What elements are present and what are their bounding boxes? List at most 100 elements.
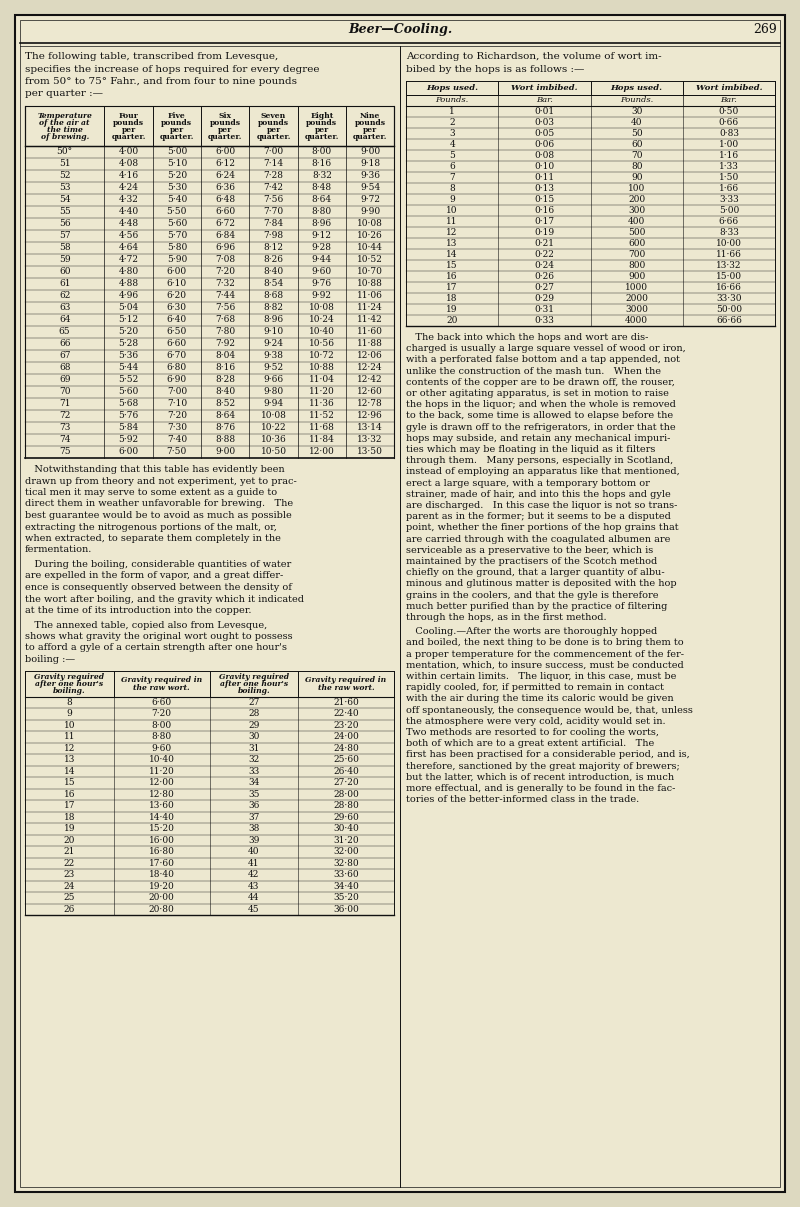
Text: 12·42: 12·42 [358, 375, 383, 385]
Text: 8·80: 8·80 [312, 208, 332, 216]
Text: extracting the nitrogenous portions of the malt, or,: extracting the nitrogenous portions of t… [25, 523, 277, 531]
Text: 16·80: 16·80 [149, 847, 174, 856]
Text: 0·05: 0·05 [534, 129, 554, 138]
Text: 12·78: 12·78 [357, 400, 383, 408]
Text: 61: 61 [59, 280, 70, 288]
Text: 7·56: 7·56 [215, 303, 235, 313]
Text: 8·16: 8·16 [312, 159, 332, 169]
Text: 50·00: 50·00 [716, 305, 742, 314]
Text: Hops used.: Hops used. [610, 84, 662, 92]
Text: quarter.: quarter. [256, 133, 290, 141]
Text: 7·00: 7·00 [166, 387, 187, 397]
Text: 12·60: 12·60 [357, 387, 383, 397]
Text: 8: 8 [450, 183, 455, 193]
Text: 59: 59 [59, 256, 70, 264]
Text: a proper temperature for the commencement of the fer-: a proper temperature for the commencemen… [406, 649, 684, 659]
Text: 11·20: 11·20 [149, 766, 174, 776]
Text: 29·60: 29·60 [333, 812, 359, 822]
Text: tories of the better-informed class in the trade.: tories of the better-informed class in t… [406, 795, 639, 804]
Text: 200: 200 [628, 196, 645, 204]
Text: 7: 7 [450, 173, 455, 182]
Text: the atmosphere were very cold, acidity would set in.: the atmosphere were very cold, acidity w… [406, 717, 666, 725]
Text: 13: 13 [446, 239, 458, 247]
Text: During the boiling, considerable quantities of water: During the boiling, considerable quantit… [25, 560, 291, 568]
Text: 8·82: 8·82 [263, 303, 283, 313]
Text: 7·20: 7·20 [151, 710, 171, 718]
Text: Five: Five [168, 112, 186, 119]
Text: 14: 14 [446, 250, 458, 260]
Text: when extracted, to separate them completely in the: when extracted, to separate them complet… [25, 533, 281, 543]
Text: 4·40: 4·40 [118, 208, 138, 216]
Text: 12·80: 12·80 [149, 789, 174, 799]
Text: 10·72: 10·72 [309, 351, 334, 361]
Text: minous and glutinous matter is deposited with the hop: minous and glutinous matter is deposited… [406, 579, 677, 588]
Text: 4·96: 4·96 [118, 292, 138, 301]
Text: Nine: Nine [360, 112, 380, 119]
Text: 10: 10 [446, 206, 458, 215]
Text: 29: 29 [248, 721, 259, 730]
Text: 11·66: 11·66 [716, 250, 742, 260]
Text: rapidly cooled, for, if permitted to remain in contact: rapidly cooled, for, if permitted to rem… [406, 683, 664, 692]
Text: through them.   Many persons, especially in Scotland,: through them. Many persons, especially i… [406, 456, 674, 465]
Text: and boiled, the next thing to be done is to bring them to: and boiled, the next thing to be done is… [406, 639, 684, 647]
Text: or other agitating apparatus, is set in motion to raise: or other agitating apparatus, is set in … [406, 389, 669, 398]
Text: 7·10: 7·10 [166, 400, 187, 408]
Text: 800: 800 [628, 261, 646, 270]
Text: 9·10: 9·10 [263, 327, 283, 337]
Text: 8·68: 8·68 [263, 292, 283, 301]
Text: 3·33: 3·33 [719, 196, 738, 204]
Text: both of which are to a great extent artificial.   The: both of which are to a great extent arti… [406, 739, 654, 748]
Text: the raw wort.: the raw wort. [318, 683, 374, 692]
Text: 8·48: 8·48 [312, 183, 332, 192]
Text: 5·76: 5·76 [118, 412, 138, 420]
Text: 21·60: 21·60 [333, 698, 359, 707]
Text: 6·10: 6·10 [166, 280, 187, 288]
Text: 27·20: 27·20 [334, 779, 359, 787]
Text: with a perforated false bottom and a tap appended, not: with a perforated false bottom and a tap… [406, 355, 680, 365]
Text: 9·52: 9·52 [263, 363, 283, 373]
Text: per: per [266, 126, 281, 134]
Text: 7·20: 7·20 [215, 268, 235, 276]
Text: 52: 52 [59, 171, 70, 181]
Text: hops may subside, and retain any mechanical impuri-: hops may subside, and retain any mechani… [406, 433, 670, 443]
Text: 25·60: 25·60 [333, 756, 359, 764]
Text: 5·60: 5·60 [118, 387, 138, 397]
Text: direct them in weather unfavorable for brewing.   The: direct them in weather unfavorable for b… [25, 500, 293, 508]
Text: 33: 33 [248, 766, 259, 776]
Text: 6: 6 [450, 162, 455, 171]
Text: 8·28: 8·28 [215, 375, 235, 385]
Text: 0·31: 0·31 [534, 305, 554, 314]
Text: 2000: 2000 [625, 295, 648, 303]
Text: first has been practised for a considerable period, and is,: first has been practised for a considera… [406, 751, 690, 759]
Text: 27: 27 [248, 698, 259, 707]
Text: 13·60: 13·60 [149, 801, 174, 810]
Text: pounds: pounds [162, 119, 193, 127]
Text: serviceable as a preservative to the beer, which is: serviceable as a preservative to the bee… [406, 546, 654, 555]
Text: 6·24: 6·24 [215, 171, 235, 181]
Text: through the hops, as in the first method.: through the hops, as in the first method… [406, 613, 606, 622]
Text: 0·10: 0·10 [534, 162, 554, 171]
Text: 69: 69 [59, 375, 70, 385]
Text: 18: 18 [63, 812, 75, 822]
Text: 8·12: 8·12 [263, 244, 283, 252]
Text: 5·70: 5·70 [166, 232, 187, 240]
Text: 18: 18 [446, 295, 458, 303]
Text: per: per [122, 126, 136, 134]
Text: 67: 67 [59, 351, 70, 361]
Text: 11·06: 11·06 [357, 292, 383, 301]
Text: unlike the construction of the mash tun.   When the: unlike the construction of the mash tun.… [406, 367, 661, 375]
Text: 24·80: 24·80 [333, 744, 359, 753]
Text: after one hour's: after one hour's [35, 680, 103, 688]
Text: 0·22: 0·22 [534, 250, 554, 260]
Text: 2: 2 [450, 118, 455, 127]
Text: 0·08: 0·08 [534, 151, 554, 161]
Text: 10·00: 10·00 [716, 239, 742, 247]
Text: are expelled in the form of vapor, and a great differ-: are expelled in the form of vapor, and a… [25, 571, 283, 581]
Text: The back into which the hops and wort are dis-: The back into which the hops and wort ar… [406, 333, 648, 342]
Text: 16·66: 16·66 [716, 282, 742, 292]
Text: 1·00: 1·00 [719, 140, 739, 148]
Text: 6·00: 6·00 [215, 147, 235, 157]
Text: 9·00: 9·00 [360, 147, 380, 157]
Text: 0·13: 0·13 [534, 183, 554, 193]
Text: 4·16: 4·16 [118, 171, 138, 181]
